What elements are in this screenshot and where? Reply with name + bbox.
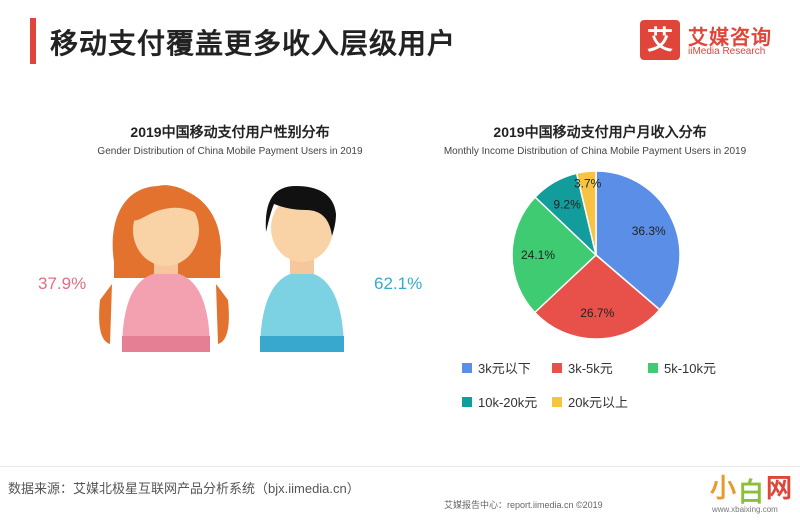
logo-name-cn: 艾媒咨询 xyxy=(688,27,772,49)
legend-swatch xyxy=(552,362,562,373)
site-watermark: 小 白 网 www.xbaixing.com xyxy=(672,468,796,516)
legend-item: 20k元以上 xyxy=(552,392,628,411)
brand-logo: 艾 艾媒咨询 iiMedia Research xyxy=(640,20,790,64)
male-figure xyxy=(260,186,344,352)
pie-data-label: 26.7% xyxy=(580,306,614,320)
legend-label: 20k元以上 xyxy=(568,395,628,410)
legend-swatch xyxy=(462,362,472,373)
watermark-url: www.xbaixing.com xyxy=(712,505,778,514)
pie-slice-2 xyxy=(511,196,598,314)
page-title: 移动支付覆盖更多收入层级用户 xyxy=(50,28,457,59)
report-center-note: 艾媒报告中心：report.iimedia.cn ©2019 xyxy=(444,500,603,510)
pie-data-label: 3.7% xyxy=(574,176,602,190)
title-accent-bar xyxy=(30,18,36,64)
footer-divider xyxy=(0,466,800,467)
legend-label: 5k-10k元 xyxy=(664,361,717,376)
legend-item: 5k-10k元 xyxy=(648,358,716,377)
legend-item: 3k-5k元 xyxy=(552,358,613,377)
income-chart-title: 2019中国移动支付用户月收入分布 xyxy=(493,124,707,140)
gender-chart-title: 2019中国移动支付用户性别分布 xyxy=(130,124,330,140)
legend-swatch xyxy=(648,362,658,373)
logo-mark: 艾 xyxy=(640,20,680,60)
watermark-char: 小 xyxy=(710,473,737,503)
data-source-note: 数据来源：艾媒北极星互联网产品分析系统（bjx.iimedia.cn） xyxy=(8,481,360,496)
logo-name-en: iiMedia Research xyxy=(688,46,766,57)
male-percentage-label: 62.1% xyxy=(374,274,423,293)
gender-chart-subtitle: Gender Distribution of China Mobile Paym… xyxy=(97,146,363,157)
pie-data-label: 9.2% xyxy=(553,198,581,212)
female-percentage-label: 37.9% xyxy=(38,274,87,293)
pie-data-label: 24.1% xyxy=(521,248,555,262)
legend-swatch xyxy=(462,396,472,407)
pie-data-label: 36.3% xyxy=(632,224,666,238)
legend-label: 3k-5k元 xyxy=(568,361,613,376)
watermark-char: 白 xyxy=(738,477,765,507)
pie-slice-4 xyxy=(575,170,597,256)
watermark-char: 网 xyxy=(766,473,793,503)
legend-label: 3k元以下 xyxy=(478,361,531,376)
female-figure xyxy=(99,185,229,352)
income-chart-subtitle: Monthly Income Distribution of China Mob… xyxy=(443,146,747,157)
legend-item: 10k-20k元 xyxy=(462,392,537,411)
pie-slice-0 xyxy=(595,170,681,311)
legend-label: 10k-20k元 xyxy=(478,395,538,410)
pie-slice-1 xyxy=(533,253,661,340)
legend-item: 3k元以下 xyxy=(462,358,531,377)
legend-swatch xyxy=(552,396,562,407)
